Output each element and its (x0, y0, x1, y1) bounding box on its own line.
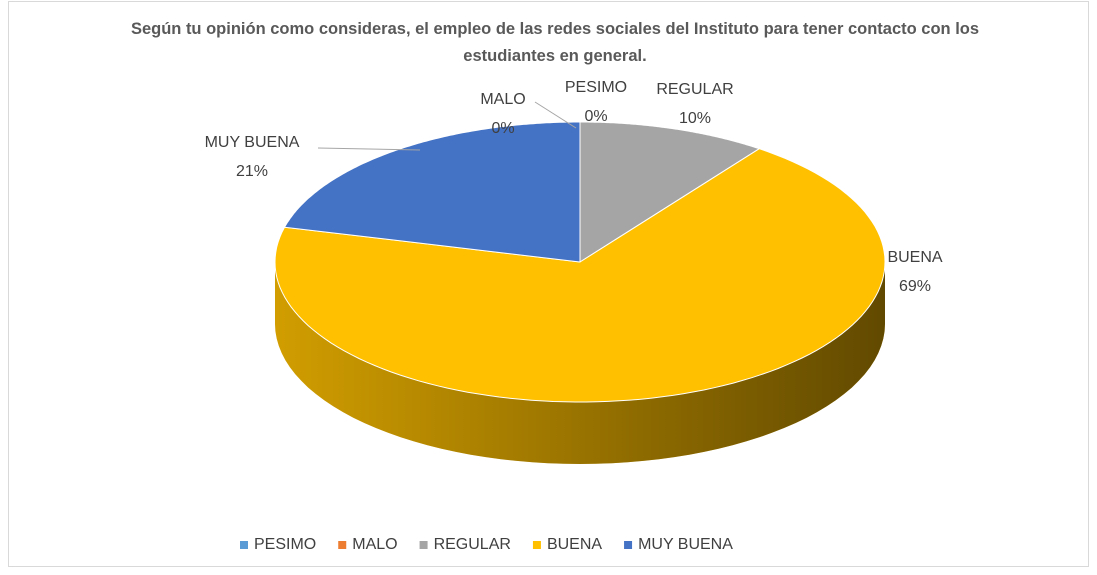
data-label-value: 69% (899, 278, 931, 295)
pie-side-shade (275, 262, 885, 464)
legend-swatch (338, 541, 347, 549)
legend-swatch (419, 541, 428, 549)
leader-line (317, 147, 421, 151)
legend-swatch (624, 541, 633, 549)
data-label-name: REGULAR (656, 81, 733, 98)
data-label-name: MUY BUENA (205, 134, 300, 151)
legend-label: PESIMO (254, 536, 316, 553)
legend-label: BUENA (547, 536, 602, 553)
legend-label: MUY BUENA (638, 536, 733, 553)
data-label-value: 21% (236, 163, 268, 180)
chart-title: Según tu opinión como consideras, el emp… (130, 20, 980, 65)
data-label-name: PESIMO (565, 79, 627, 96)
data-label-value: 0% (584, 108, 607, 125)
legend-swatch (240, 541, 248, 549)
data-label-name: MALO (480, 91, 525, 108)
leader-line (534, 101, 577, 129)
pie-slice (283, 121, 581, 263)
data-label-value: 0% (491, 120, 514, 137)
pie-slice (579, 121, 761, 263)
data-label-value: 10% (679, 110, 711, 127)
legend-label: REGULAR (434, 536, 511, 553)
pie-slice (274, 148, 886, 403)
legend-swatch (532, 541, 541, 549)
data-label-name: BUENA (887, 249, 942, 266)
legend-label: MALO (352, 536, 397, 553)
